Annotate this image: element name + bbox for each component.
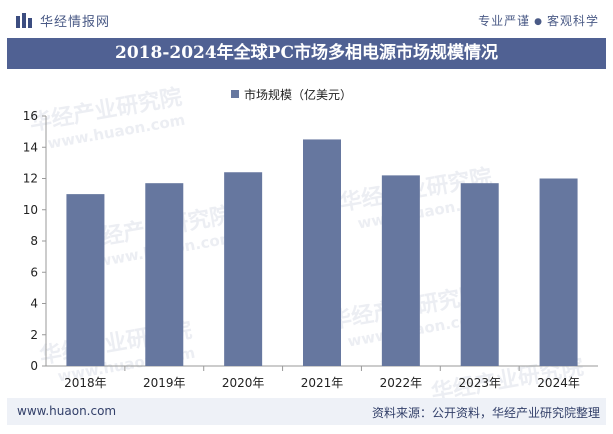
bar bbox=[539, 178, 578, 366]
y-tick-label: 16 bbox=[23, 109, 38, 123]
brand-name: 华经情报网 bbox=[40, 15, 111, 30]
legend-swatch bbox=[231, 90, 239, 98]
chart-legend: 市场规模（亿美元） bbox=[231, 86, 352, 102]
bar-chart: 0 2 4 6 8 10 12 14 16 2018年 2019年 2020年 2021年 2022年 20… bbox=[23, 109, 598, 390]
y-tick-label: 2 bbox=[30, 328, 38, 342]
x-tick-label: 2018年 bbox=[64, 376, 107, 390]
x-tick-label: 2020年 bbox=[222, 376, 265, 390]
y-tick-label: 6 bbox=[30, 265, 38, 279]
x-tick-label: 2022年 bbox=[380, 376, 423, 390]
bar bbox=[145, 183, 184, 366]
slogan: 专业严谨 ● 客观科学 bbox=[478, 12, 599, 29]
bar bbox=[460, 183, 499, 366]
footer-url: www.huaon.com bbox=[17, 404, 117, 418]
x-tick-label: 2023年 bbox=[458, 376, 501, 390]
y-tick-label: 10 bbox=[23, 203, 38, 217]
y-tick-label: 12 bbox=[23, 172, 38, 186]
x-tick-label: 2024年 bbox=[537, 376, 580, 390]
y-tick-label: 4 bbox=[30, 297, 38, 311]
legend-label: 市场规模（亿美元） bbox=[244, 88, 353, 102]
x-tick-label: 2021年 bbox=[301, 376, 344, 390]
header-bar: 华经情报网 专业严谨 ● 客观科学 bbox=[0, 0, 613, 38]
bar bbox=[381, 175, 420, 366]
title-bar: 2018-2024年全球PC市场多相电源市场规模情况 bbox=[7, 38, 606, 69]
bar bbox=[303, 139, 341, 366]
bar bbox=[66, 194, 105, 366]
x-tick-label: 2019年 bbox=[143, 376, 186, 390]
slogan-left: 专业严谨 bbox=[478, 14, 531, 28]
chart-title: 2018-2024年全球PC市场多相电源市场规模情况 bbox=[115, 43, 498, 63]
y-tick-label: 0 bbox=[30, 359, 38, 373]
slogan-right: 客观科学 bbox=[546, 14, 599, 28]
slogan-dot: ● bbox=[534, 17, 543, 27]
y-tick-label: 14 bbox=[23, 140, 38, 154]
bar bbox=[224, 172, 263, 366]
footer-bar: www.huaon.com 资料来源：公开资料，华经产业研究院整理 bbox=[7, 398, 606, 425]
footer-source: 资料来源：公开资料，华经产业研究院整理 bbox=[371, 406, 600, 420]
bar-chart-logo-icon bbox=[16, 13, 32, 28]
y-tick-label: 8 bbox=[30, 234, 38, 248]
